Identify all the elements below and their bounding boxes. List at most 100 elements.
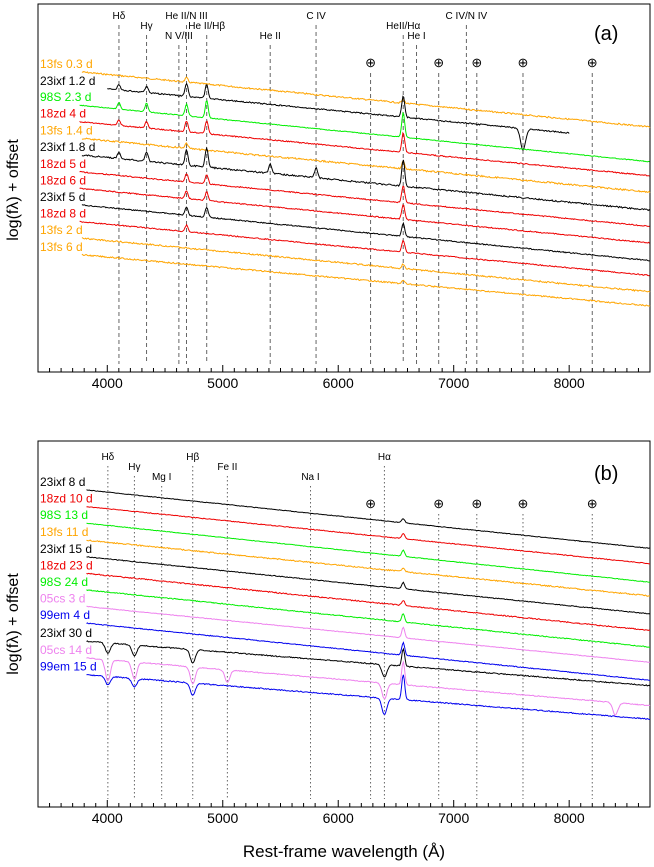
line-marker-label: HeII/Hα [386, 21, 420, 32]
panel-a-y-label: log(fλ) + offset [5, 139, 22, 241]
panel-a-frame [37, 3, 651, 373]
spectrum-13fs-1-4-d [81, 137, 651, 194]
line-marker-label: Fe II [217, 462, 237, 473]
panel-b-y-label: log(fλ) + offset [5, 573, 22, 675]
x-tick-label: 6000 [323, 375, 354, 391]
spectrum-18zd-5-d [79, 170, 650, 227]
line-marker-label: N V/III [165, 31, 193, 42]
panel-b-series [86, 489, 651, 721]
telluric-marker-label: ⊕ [471, 55, 482, 70]
panel-a-x-ticks: 4000 5000 6000 7000 8000 [49, 365, 639, 391]
spectrum-23ixf-5-d [81, 204, 650, 262]
series-label-23ixf-15-d: 23ixf 15 d [40, 542, 92, 556]
series-label-99em-4-d: 99em 4 d [40, 608, 90, 622]
series-label-23ixf-30-d: 23ixf 30 d [40, 626, 92, 640]
telluric-marker-label: ⊕ [587, 496, 598, 511]
telluric-marker-label: ⊕ [433, 55, 444, 70]
spectrum-99em-4-d [86, 622, 651, 681]
telluric-marker-label: ⊕ [365, 496, 376, 511]
series-label-13fs-6-d: 13fs 6 d [40, 240, 83, 254]
line-marker-label: He II/N III [165, 11, 207, 22]
spectrum-99em-15-d [86, 674, 651, 721]
line-marker-label: He II [260, 31, 281, 42]
line-marker-label: He I [407, 31, 425, 42]
x-tick-label: 7000 [438, 375, 469, 391]
panel-a-series [79, 71, 651, 307]
series-label-13fs-0-3-d: 13fs 0.3 d [40, 57, 93, 71]
spectrum-23ixf-1-2-d [107, 82, 570, 152]
telluric-marker-label: ⊕ [518, 55, 529, 70]
line-marker-label: C IV [306, 11, 326, 22]
panel-b-x-ticks: 4000 5000 6000 7000 8000 [49, 800, 639, 826]
line-marker-label: He II/Hβ [188, 21, 225, 32]
panel-b-markers: Hδ Hγ Mg I Hβ Fe II Na I Hα ⊕ ⊕ ⊕ ⊕ ⊕ [101, 452, 598, 799]
spectrum-18zd-8-d [79, 220, 650, 277]
panel-a-legend: 13fs 0.3 d 23ixf 1.2 d 98S 2.3 d 18zd 4 d 13… [40, 57, 95, 254]
line-marker-label: Hα [378, 452, 391, 463]
series-label-23ixf-1-2-d: 23ixf 1.2 d [40, 74, 95, 88]
spectrum-13fs-0-3-d [81, 71, 651, 128]
spectrum-18zd-4-d [79, 119, 650, 177]
line-marker-label: Na I [301, 472, 319, 483]
line-marker-label: Mg I [152, 472, 171, 483]
spectrum-98s-2-3-d [79, 100, 650, 163]
series-label-23ixf-8-d: 23ixf 8 d [40, 475, 85, 489]
x-tick-label: 7000 [438, 810, 469, 826]
series-label-18zd-10-d: 18zd 10 d [40, 492, 93, 506]
panel-b-tag: (b) [594, 463, 618, 485]
x-tick-label: 8000 [554, 375, 585, 391]
panel-a-tag: (a) [594, 23, 618, 45]
x-axis-label: Rest-frame wavelength (Å) [243, 842, 445, 861]
panel-b: Hδ Hγ Mg I Hβ Fe II Na I Hα ⊕ ⊕ ⊕ ⊕ ⊕ 23ixf 8 d 18zd… [5, 440, 651, 861]
spectrum-13fs-6-d [81, 253, 651, 307]
spectrum-18zd-6-d [79, 187, 650, 244]
spectrum-23ixf-30-d [86, 640, 651, 687]
series-label-18zd-4-d: 18zd 4 d [40, 107, 86, 121]
line-marker-label: Hγ [128, 462, 140, 473]
series-label-99em-15-d: 99em 15 d [40, 660, 97, 674]
telluric-marker-label: ⊕ [365, 55, 376, 70]
x-tick-label: 4000 [92, 810, 123, 826]
series-label-13fs-2-d: 13fs 2 d [40, 223, 83, 237]
line-marker-label: Hδ [101, 452, 114, 463]
panel-b-legend: 23ixf 8 d 18zd 10 d 98S 13 d 13fs 11 d 23ixf… [40, 475, 97, 674]
line-marker-label: Hδ [113, 11, 126, 22]
series-label-18zd-8-d: 18zd 8 d [40, 207, 86, 221]
series-label-13fs-11-d: 13fs 11 d [40, 525, 88, 539]
spectrum-18zd-23-d [86, 572, 651, 631]
spectrum-23ixf-15-d [86, 556, 651, 615]
telluric-marker-label: ⊕ [518, 496, 529, 511]
series-label-18zd-23-d: 18zd 23 d [40, 558, 93, 572]
spectrum-05cs-3-d [86, 605, 651, 663]
spectrum-13fs-11-d [86, 539, 651, 597]
series-label-18zd-6-d: 18zd 6 d [40, 173, 86, 187]
spectrum-18zd-10-d [86, 506, 651, 565]
telluric-marker-label: ⊕ [471, 496, 482, 511]
telluric-marker-label: ⊕ [433, 496, 444, 511]
telluric-marker-label: ⊕ [587, 55, 598, 70]
panel-b-frame [37, 440, 651, 808]
series-label-23ixf-1-8-d: 23ixf 1.8 d [40, 140, 95, 154]
x-tick-label: 8000 [554, 810, 585, 826]
spectrum-13fs-2-d [81, 237, 651, 293]
series-label-23ixf-5-d: 23ixf 5 d [40, 190, 85, 204]
spectrum-23ixf-8-d [86, 489, 651, 549]
series-label-13fs-1-4-d: 13fs 1.4 d [40, 123, 93, 137]
series-label-98s-24-d: 98S 24 d [40, 575, 88, 589]
line-marker-label: Hγ [140, 21, 152, 32]
x-tick-label: 4000 [92, 375, 123, 391]
x-tick-label: 6000 [323, 810, 354, 826]
spectrum-98s-24-d [86, 589, 650, 648]
series-label-05cs-14-d: 05cs 14 d [40, 643, 92, 657]
line-marker-label: Hβ [186, 452, 199, 463]
spectrum-98s-13-d [86, 522, 651, 583]
series-label-05cs-3-d: 05cs 3 d [40, 592, 85, 606]
series-label-18zd-5-d: 18zd 5 d [40, 157, 86, 171]
series-label-98s-2-3-d: 98S 2.3 d [40, 90, 91, 104]
spectrum-05cs-14-d [86, 657, 651, 717]
line-marker-label: C IV/N IV [446, 11, 488, 22]
series-label-98s-13-d: 98S 13 d [40, 508, 88, 522]
